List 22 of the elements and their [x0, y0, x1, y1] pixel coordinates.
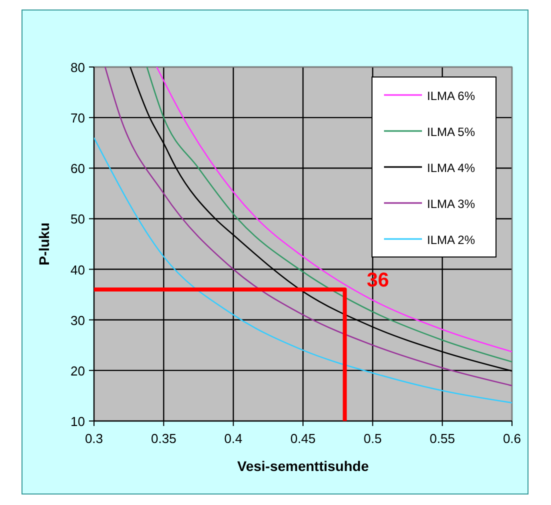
y-tick-label: 30 [70, 312, 85, 328]
y-tick-label: 70 [70, 110, 85, 126]
y-tick-label: 60 [70, 161, 85, 176]
y-tick-label: 50 [70, 212, 85, 227]
x-tick-label: 0.35 [151, 431, 176, 446]
x-tick-label: 0.4 [224, 431, 242, 446]
legend-label: ILMA 5% [427, 125, 476, 139]
y-tick-label: 20 [70, 363, 85, 378]
x-tick-label: 0.55 [430, 431, 455, 446]
x-tick-label: 0.45 [290, 431, 316, 446]
legend-label: ILMA 6% [427, 89, 476, 103]
x-tick-label: 0.6 [502, 431, 522, 446]
y-tick-label: 10 [70, 414, 85, 429]
x-tick-label: 0.3 [84, 431, 104, 446]
y-axis-title: P-luku [36, 222, 52, 266]
x-axis-title: Vesi-sementtisuhde [237, 458, 369, 474]
legend-label: ILMA 3% [427, 197, 476, 211]
y-tick-label: 40 [70, 262, 85, 278]
x-tick-label: 0.5 [364, 431, 382, 446]
legend-label: ILMA 2% [427, 233, 476, 247]
legend-label: ILMA 4% [427, 161, 476, 175]
y-tick-label: 80 [70, 60, 85, 75]
